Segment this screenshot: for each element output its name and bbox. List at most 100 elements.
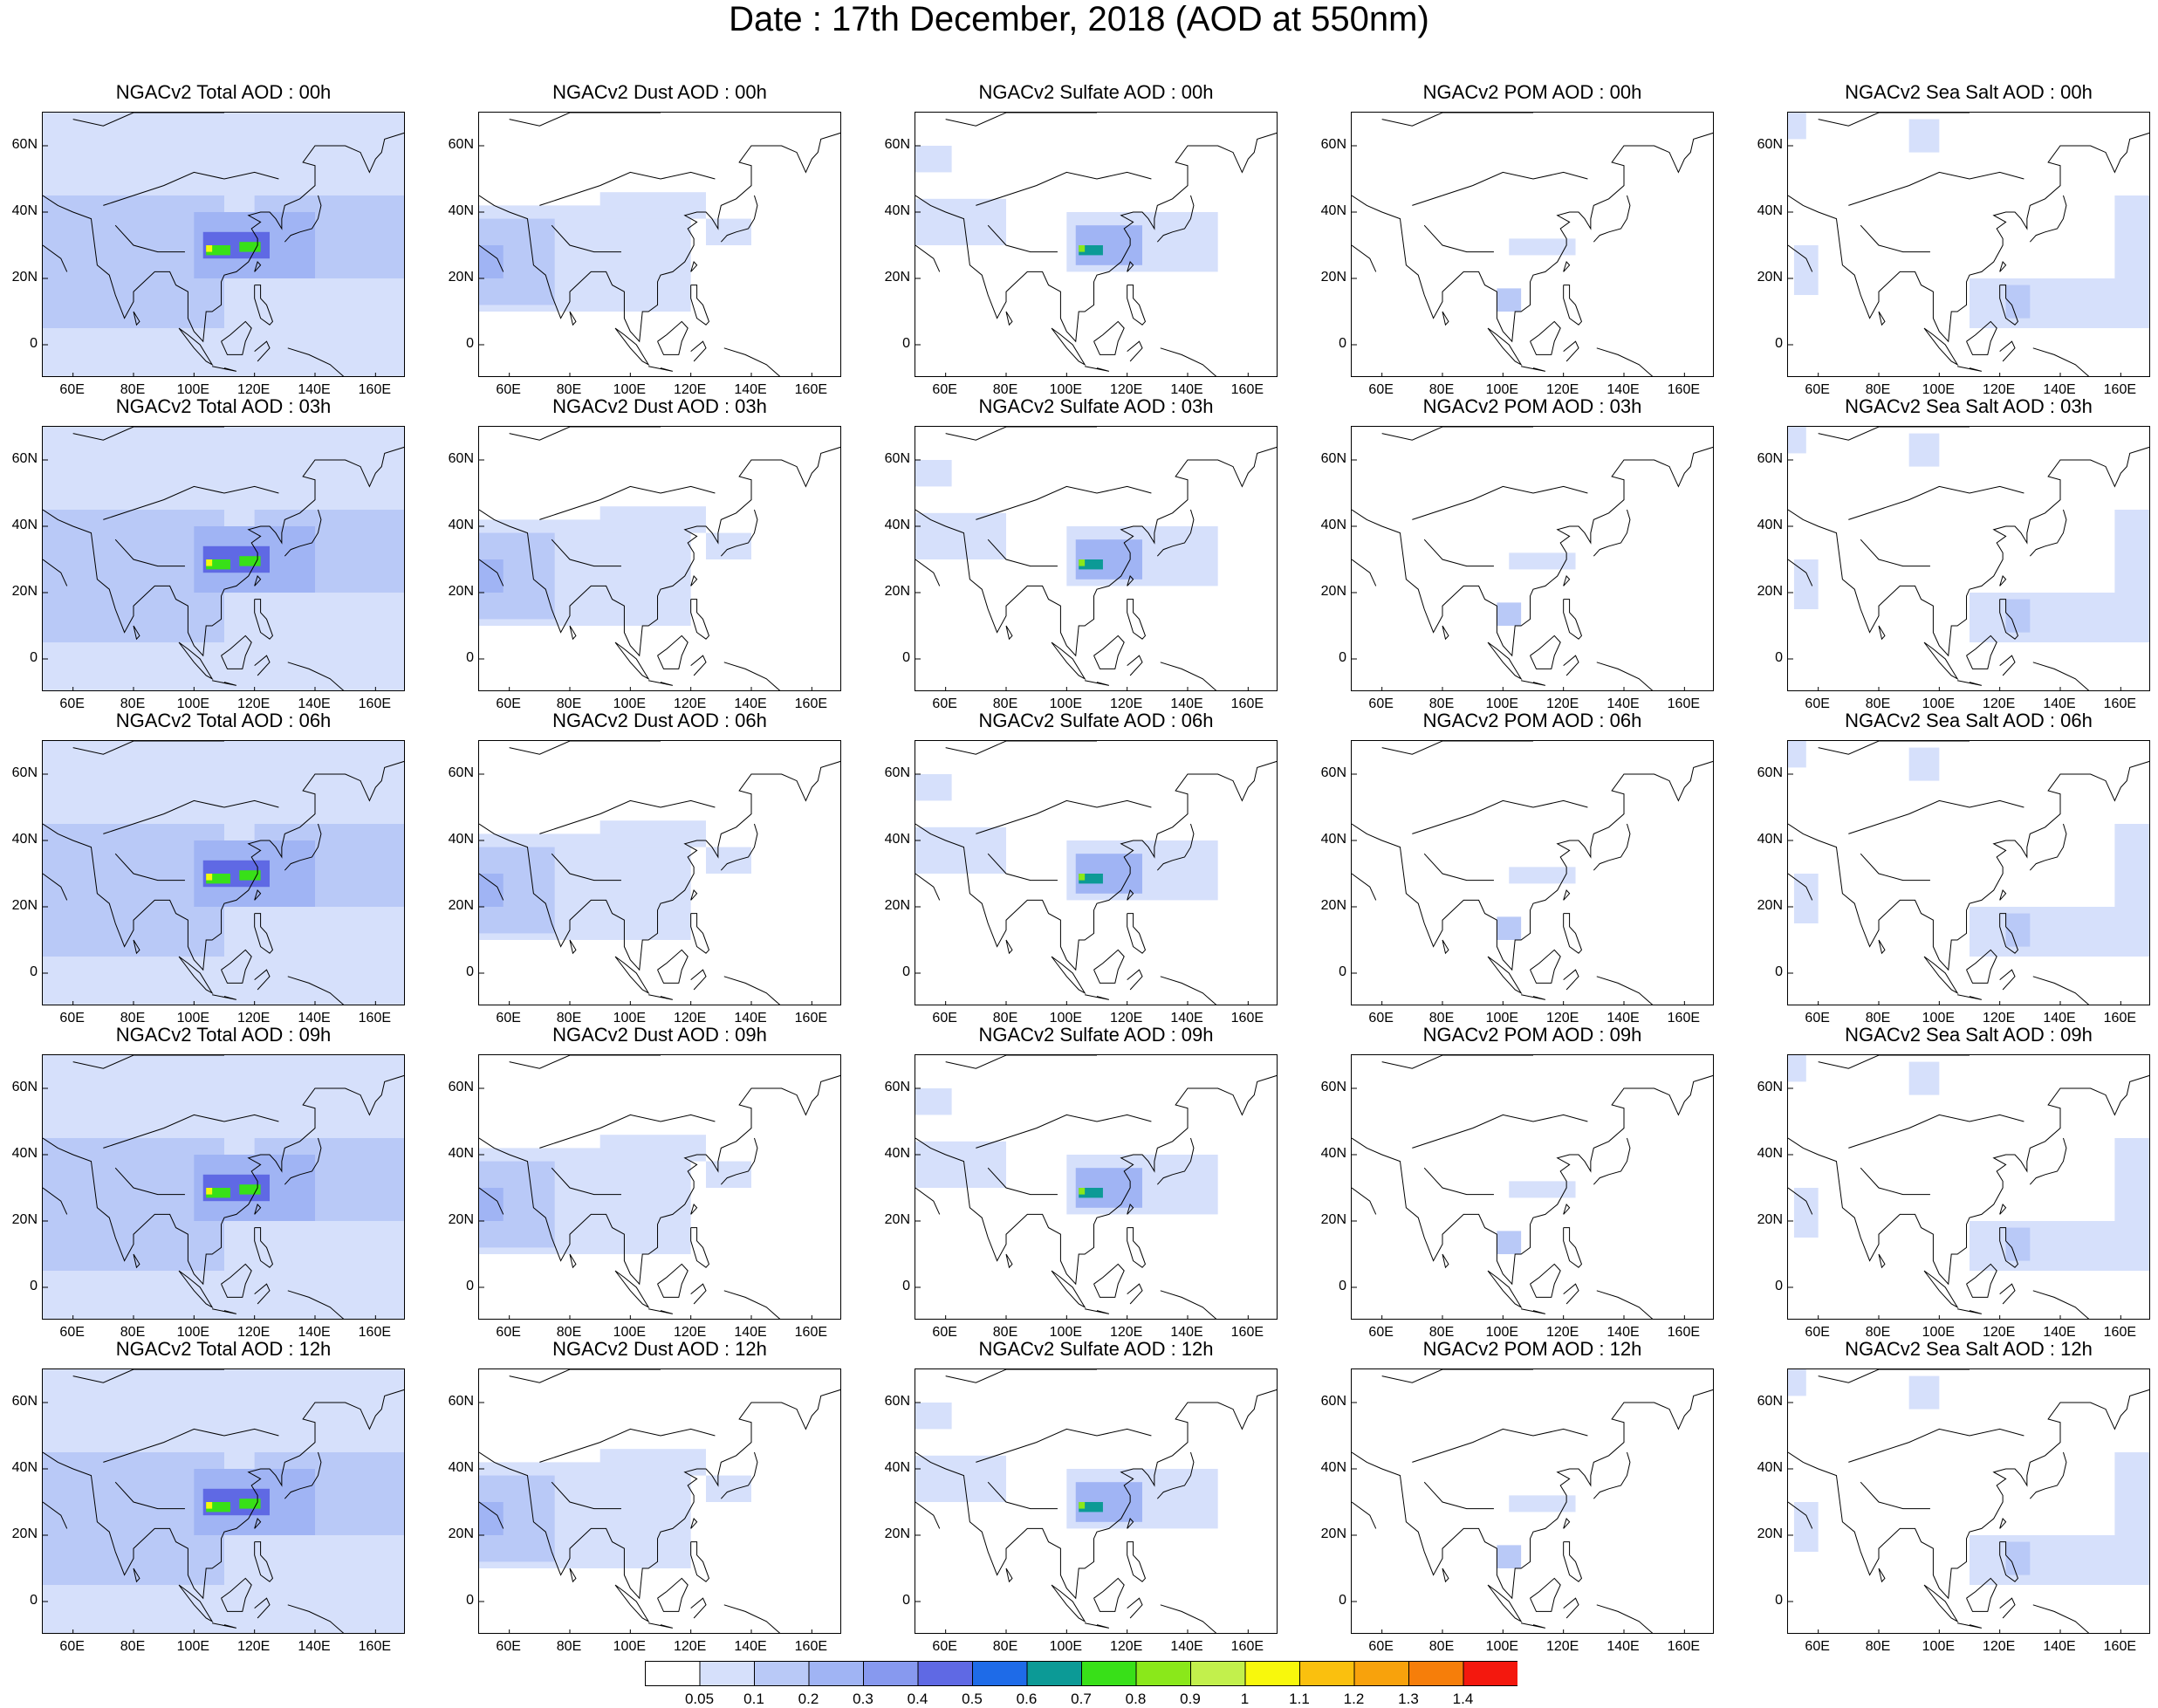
coastline xyxy=(103,799,279,834)
aod-cell xyxy=(2114,1138,2149,1221)
coastline xyxy=(72,1369,224,1383)
lat-tick-label: 60N xyxy=(884,1080,910,1094)
coastline xyxy=(720,509,758,557)
lon-tick-label: 80E xyxy=(1428,1325,1455,1340)
aod-cell xyxy=(239,242,261,252)
aod-cell xyxy=(1908,433,1940,467)
lon-tick-label: 120E xyxy=(236,1325,271,1340)
aod-cell xyxy=(1497,602,1522,626)
coastline xyxy=(648,994,673,1000)
lon-tick-label: 120E xyxy=(236,382,271,397)
lon-tick-label: 140E xyxy=(298,382,331,397)
lat-tick-label: 40N xyxy=(1320,518,1346,532)
coastline xyxy=(1999,913,2019,954)
aod-field xyxy=(1352,113,1713,376)
aod-field xyxy=(1352,1055,1713,1319)
aod-cell xyxy=(599,1135,706,1162)
aod-cell xyxy=(706,1161,751,1188)
panel-title: NGACv2 Sea Salt AOD : 12h xyxy=(1845,1338,2093,1360)
coastline xyxy=(1999,969,2016,991)
coastline xyxy=(1999,1227,2019,1268)
lat-tick-label: 20N xyxy=(1757,1212,1783,1227)
lat-tick-label: 60N xyxy=(1757,765,1783,780)
coastline xyxy=(1127,599,1147,640)
lon-tick-label: 160E xyxy=(2103,1639,2137,1654)
lat-tick-label: 40N xyxy=(884,1146,910,1161)
coastline xyxy=(1127,1283,1143,1305)
lon-tick-label: 60E xyxy=(496,382,521,397)
lon-tick-label: 100E xyxy=(1922,696,1956,711)
coastline xyxy=(72,741,224,755)
coastline xyxy=(1051,956,1086,995)
coastline xyxy=(114,538,185,567)
lon-tick-label: 120E xyxy=(1982,1011,2016,1025)
coastline xyxy=(1093,634,1125,669)
lon-tick-label: 160E xyxy=(1230,1011,1264,1025)
aod-cell xyxy=(1497,288,1522,312)
coastline xyxy=(2029,1137,2067,1185)
coastline xyxy=(254,285,274,326)
lat-tick-label: 60N xyxy=(448,451,474,466)
coastline xyxy=(43,446,404,657)
coastline xyxy=(221,949,252,984)
coastline xyxy=(72,1055,224,1069)
coastline xyxy=(254,1227,274,1268)
coastline xyxy=(1860,1167,1930,1196)
coastline xyxy=(1966,1263,1997,1298)
lon-tick-label: 160E xyxy=(794,1639,828,1654)
coastline xyxy=(133,625,140,641)
aod-cell xyxy=(206,1502,213,1509)
lat-tick-label: 20N xyxy=(1757,584,1783,599)
lon-tick-label: 60E xyxy=(1368,696,1394,711)
lon-tick-label: 120E xyxy=(1109,1011,1143,1025)
coastline xyxy=(43,132,404,343)
lat-tick-label: 60N xyxy=(11,1080,38,1094)
coastline xyxy=(1352,1389,1713,1600)
coastline xyxy=(1487,956,1523,995)
coastline xyxy=(1521,994,1545,1000)
aod-cell xyxy=(2114,195,2149,278)
lon-tick-label: 100E xyxy=(1922,1011,1956,1025)
coastline xyxy=(976,485,1152,520)
aod-cell xyxy=(1793,1188,1819,1238)
colorbar-label: 0.3 xyxy=(853,1691,873,1707)
colorbar-box xyxy=(1408,1661,1464,1686)
lat-tick-label: 40N xyxy=(1757,203,1783,218)
lon-tick-label: 60E xyxy=(59,382,85,397)
coastline xyxy=(1848,171,2024,206)
coastline xyxy=(254,1283,271,1305)
lat-tick-label: 20N xyxy=(448,1526,474,1541)
panel-title: NGACv2 Sulfate AOD : 06h xyxy=(978,710,1214,731)
coastline xyxy=(1127,655,1143,676)
lat-tick-label: 0 xyxy=(1339,1279,1346,1293)
coastline xyxy=(915,1389,1277,1600)
aod-cell xyxy=(2114,1452,2149,1535)
lat-tick-label: 40N xyxy=(884,203,910,218)
lat-tick-label: 40N xyxy=(884,518,910,532)
coastline xyxy=(479,1501,504,1529)
lon-tick-label: 100E xyxy=(613,1639,647,1654)
lon-tick-label: 140E xyxy=(1607,1325,1640,1340)
coastline xyxy=(551,538,621,567)
lat-tick-label: 20N xyxy=(1320,1526,1346,1541)
coastline xyxy=(1530,1577,1561,1612)
coastline xyxy=(114,1167,185,1196)
coastline xyxy=(1521,680,1545,686)
coastline xyxy=(2032,347,2090,376)
lon-tick-label: 120E xyxy=(1545,1639,1579,1654)
coastline xyxy=(509,1055,661,1069)
lat-tick-label: 20N xyxy=(11,270,38,285)
aod-cell xyxy=(2005,599,2031,633)
lat-tick-label: 60N xyxy=(11,1394,38,1409)
panel-title: NGACv2 Sulfate AOD : 03h xyxy=(978,395,1214,417)
panel-title: NGACv2 POM AOD : 03h xyxy=(1422,395,1642,417)
coastline xyxy=(43,559,68,586)
lon-tick-label: 140E xyxy=(298,1325,331,1340)
lon-tick-label: 60E xyxy=(496,696,521,711)
coastline xyxy=(1051,327,1086,367)
aod-cell xyxy=(2005,913,2031,947)
lat-tick-label: 60N xyxy=(11,765,38,780)
coastline xyxy=(1127,575,1134,586)
coastline xyxy=(1596,1290,1654,1319)
lon-tick-label: 140E xyxy=(1170,696,1203,711)
